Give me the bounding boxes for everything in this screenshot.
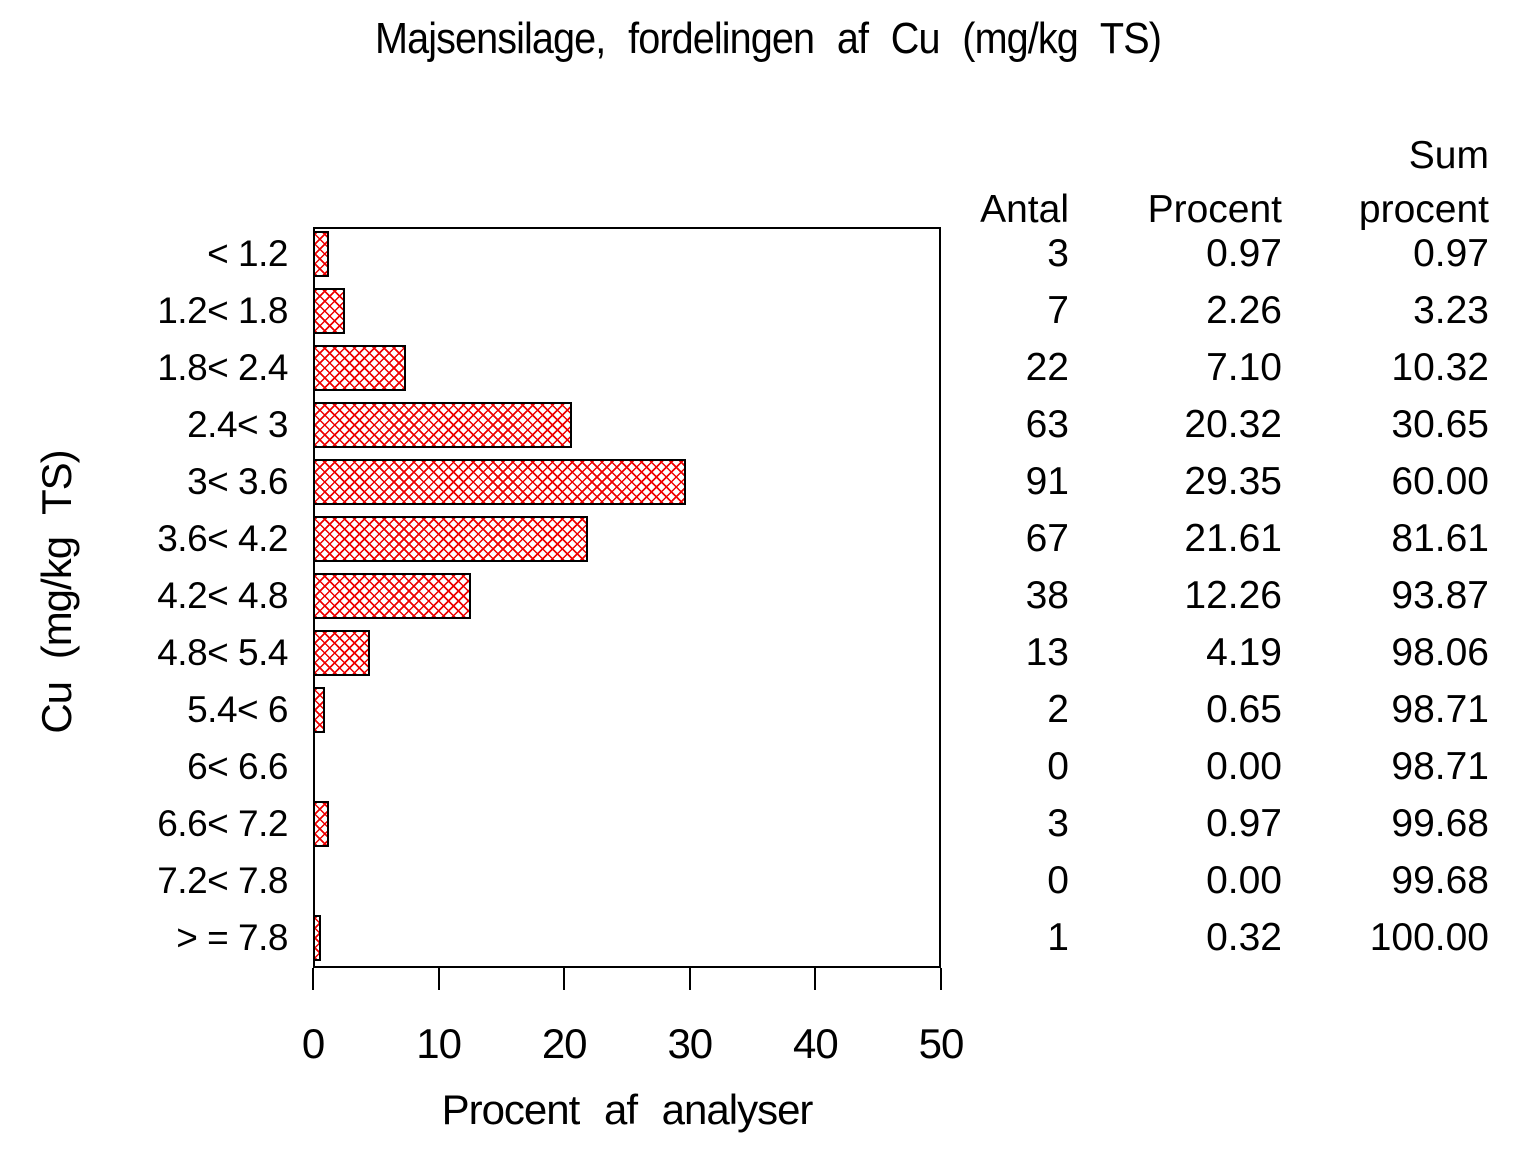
table-cell-sum: 99.68 xyxy=(1391,859,1489,902)
category-label: 3< 3.6 xyxy=(187,461,288,502)
category-label: 1.8< 2.4 xyxy=(157,347,288,388)
table-cell-sum: 99.68 xyxy=(1391,802,1489,845)
table-cell-sum: 30.65 xyxy=(1391,403,1489,446)
category-axis-labels: < 1.2 1.2< 1.8 1.8< 2.4 2.4< 3 3< 3.6 3.6< 4.… xyxy=(0,225,288,966)
x-tick-mark xyxy=(940,968,942,990)
table-cell-procent: 0.65 xyxy=(1206,688,1282,731)
table-cell-procent: 21.61 xyxy=(1184,517,1282,560)
table-cell-sum: 93.87 xyxy=(1391,574,1489,617)
category-label: 4.8< 5.4 xyxy=(157,632,288,673)
table-cell-sum: 10.32 xyxy=(1391,346,1489,389)
table-column-procent: 0.97 2.26 7.10 20.32 29.35 21.61 12.26 4.19 0.65… xyxy=(1072,225,1282,966)
table-column-sum-procent: 0.97 3.23 10.32 30.65 60.00 81.61 93.87 98.06 98… xyxy=(1259,225,1489,966)
x-tick-mark xyxy=(437,968,440,990)
category-label: 5.4< 6 xyxy=(187,689,288,730)
table-column-antal: 3 7 22 63 91 67 38 13 2 0 3 0 1 xyxy=(899,225,1069,966)
x-axis-label: Procent af analyser xyxy=(441,1086,814,1133)
table-cell-procent: 20.32 xyxy=(1184,403,1282,446)
table-cell-antal: 63 xyxy=(1025,403,1069,446)
table-cell-sum: 100.00 xyxy=(1369,916,1489,959)
x-tick-mark xyxy=(814,968,817,990)
bar-> = 7.8 xyxy=(313,915,321,961)
table-cell-sum: 3.23 xyxy=(1413,289,1489,332)
table-header-sum-line2: procent xyxy=(1358,188,1489,231)
bar-5.4< 6 xyxy=(313,687,325,733)
table-cell-antal: 67 xyxy=(1025,517,1069,560)
bar-3.6< 4.2 xyxy=(313,516,588,562)
bar-4.8< 5.4 xyxy=(313,630,370,676)
category-label: < 1.2 xyxy=(207,233,288,274)
table-cell-sum: 98.06 xyxy=(1391,631,1489,674)
category-label: 2.4< 3 xyxy=(187,404,288,445)
table-cell-antal: 91 xyxy=(1025,460,1069,503)
bar-4.2< 4.8 xyxy=(313,573,471,619)
table-cell-antal: 7 xyxy=(1047,289,1069,332)
table-header-antal: Antal xyxy=(980,188,1069,231)
table-cell-antal: 1 xyxy=(1047,916,1069,959)
table-cell-procent: 0.00 xyxy=(1206,859,1282,902)
category-label: 6< 6.6 xyxy=(187,746,288,787)
table-cell-antal: 0 xyxy=(1047,859,1069,902)
table-cell-antal: 22 xyxy=(1025,346,1069,389)
table-cell-procent: 0.00 xyxy=(1206,745,1282,788)
bar-1.8< 2.4 xyxy=(313,345,406,391)
table-cell-sum: 60.00 xyxy=(1391,460,1489,503)
x-tick-mark xyxy=(563,968,566,990)
table-cell-procent: 0.32 xyxy=(1206,916,1282,959)
chart-title: Majsensilage, fordelingen af Cu (mg/kg T… xyxy=(374,14,1162,63)
category-label: 3.6< 4.2 xyxy=(157,518,288,559)
category-label: 1.2< 1.8 xyxy=(157,290,288,331)
x-tick-mark xyxy=(312,968,314,990)
category-label: 4.2< 4.8 xyxy=(157,575,288,616)
x-tick-label: 30 xyxy=(667,1020,713,1067)
table-cell-procent: 12.26 xyxy=(1184,574,1282,617)
table-cell-antal: 0 xyxy=(1047,745,1069,788)
table-header-procent: Procent xyxy=(1147,188,1282,231)
category-label: > = 7.8 xyxy=(176,917,288,958)
bar-< 1.2 xyxy=(313,231,329,277)
x-tick-mark xyxy=(688,968,691,990)
x-tick-label: 50 xyxy=(918,1020,965,1067)
plot-area xyxy=(313,227,941,968)
bar-1.2< 1.8 xyxy=(313,288,345,334)
table-cell-antal: 13 xyxy=(1025,631,1069,674)
table-cell-procent: 0.97 xyxy=(1206,802,1282,845)
table-cell-procent: 2.26 xyxy=(1206,289,1282,332)
table-cell-procent: 29.35 xyxy=(1184,460,1282,503)
table-cell-sum: 98.71 xyxy=(1391,688,1489,731)
bar-2.4< 3 xyxy=(313,402,572,448)
table-header-sum-line1: Sum xyxy=(1408,134,1489,177)
table-cell-procent: 7.10 xyxy=(1206,346,1282,389)
table-cell-sum: 98.71 xyxy=(1391,745,1489,788)
table-cell-antal: 3 xyxy=(1047,802,1069,845)
category-label: 7.2< 7.8 xyxy=(157,860,288,901)
table-cell-procent: 4.19 xyxy=(1206,631,1282,674)
x-tick-label: 40 xyxy=(793,1020,839,1067)
category-label: 6.6< 7.2 xyxy=(157,803,288,844)
table-cell-sum: 81.61 xyxy=(1391,517,1489,560)
table-cell-sum: 0.97 xyxy=(1413,232,1489,275)
x-tick-label: 20 xyxy=(541,1020,588,1067)
x-tick-label: 0 xyxy=(301,1020,325,1067)
x-tick-label: 10 xyxy=(416,1020,462,1067)
table-cell-antal: 2 xyxy=(1047,688,1069,731)
bar-6.6< 7.2 xyxy=(313,801,329,847)
bar-3< 3.6 xyxy=(313,459,686,505)
table-cell-antal: 3 xyxy=(1047,232,1069,275)
table-cell-procent: 0.97 xyxy=(1206,232,1282,275)
table-cell-antal: 38 xyxy=(1025,574,1069,617)
